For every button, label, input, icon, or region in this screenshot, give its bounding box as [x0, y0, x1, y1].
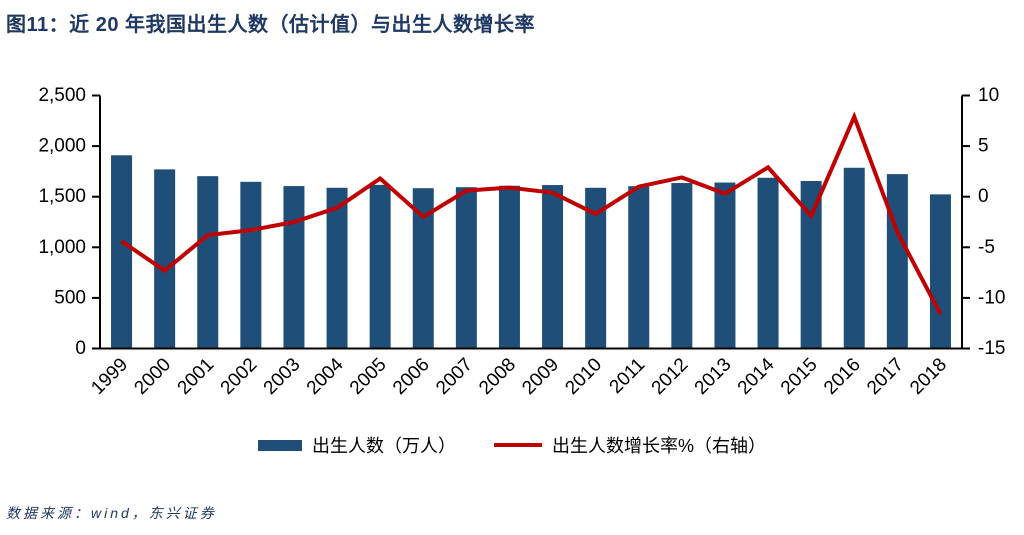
x-axis-label-2000: 2000 — [130, 354, 175, 399]
x-axis-label-2011: 2011 — [606, 354, 650, 398]
bar-2008 — [498, 185, 520, 349]
right-axis-label--5: -5 — [978, 237, 995, 258]
x-axis-label-2018: 2018 — [906, 354, 951, 399]
left-axis-label-1,500: 1,500 — [38, 186, 86, 207]
bar-2001 — [197, 176, 219, 349]
left-axis-label-1,000: 1,000 — [38, 237, 86, 258]
bar-2003 — [283, 186, 305, 349]
x-axis-label-2006: 2006 — [389, 354, 434, 399]
x-axis-label-2014: 2014 — [734, 354, 779, 399]
bar-2010 — [585, 187, 607, 349]
left-axis-label-0: 0 — [75, 338, 86, 359]
x-axis-label-2009: 2009 — [518, 354, 563, 399]
x-axis-label-2005: 2005 — [346, 354, 391, 399]
x-axis-label-2007: 2007 — [432, 354, 477, 399]
bar-2015 — [800, 181, 822, 349]
bar-2014 — [757, 177, 779, 349]
bar-2011 — [628, 186, 650, 349]
x-axis-label-2017: 2017 — [863, 354, 908, 399]
bar-1999 — [111, 155, 133, 349]
right-axis-label-0: 0 — [978, 186, 989, 207]
x-axis-label-2015: 2015 — [777, 354, 822, 399]
figure-title: 图11：近 20 年我国出生人数（估计值）与出生人数增长率 — [6, 14, 536, 36]
bar-2009 — [542, 185, 564, 349]
bar-2004 — [326, 187, 348, 349]
x-axis-label-2016: 2016 — [820, 354, 865, 399]
x-axis-label-2013: 2013 — [691, 354, 736, 399]
data-source-note: 数据来源：wind，东兴证券 — [6, 505, 217, 521]
line-series-swatch — [493, 443, 542, 447]
bar-2005 — [369, 184, 391, 349]
legend-label-growth-rate: 出生人数增长率%（右轴） — [551, 436, 767, 456]
right-axis-label--10: -10 — [978, 287, 1005, 308]
x-axis-label-2004: 2004 — [303, 354, 348, 399]
right-axis-label-5: 5 — [978, 136, 989, 157]
x-axis-label-2010: 2010 — [561, 354, 606, 399]
right-axis-label--15: -15 — [978, 338, 1005, 359]
right-axis-label-10: 10 — [978, 85, 999, 106]
left-axis-label-2,000: 2,000 — [38, 136, 86, 157]
bar-2013 — [714, 182, 736, 349]
x-axis-label-2008: 2008 — [475, 354, 520, 399]
bar-2007 — [455, 187, 477, 349]
legend-item-growth-rate: 出生人数增长率%（右轴） — [493, 432, 767, 458]
left-axis-label-2,500: 2,500 — [38, 85, 86, 106]
x-axis-label-2001: 2001 — [174, 354, 219, 399]
x-axis-label-2002: 2002 — [217, 354, 262, 399]
legend-item-births: 出生人数（万人） — [257, 432, 456, 458]
bar-series-swatch — [257, 439, 302, 451]
bar-2012 — [671, 183, 693, 349]
growth-rate-line — [120, 111, 943, 316]
bar-2017 — [886, 174, 908, 349]
x-axis-label-2003: 2003 — [260, 354, 305, 399]
chart-legend: 出生人数（万人） 出生人数增长率%（右轴） — [257, 432, 767, 458]
left-axis-label-500: 500 — [54, 287, 86, 308]
bar-2006 — [412, 188, 434, 349]
legend-label-births: 出生人数（万人） — [311, 436, 456, 456]
x-axis-label-2012: 2012 — [648, 354, 693, 399]
bar-2000 — [154, 169, 176, 349]
x-axis-label-1999: 1999 — [87, 354, 132, 399]
bar-2016 — [843, 167, 865, 349]
bar-2018 — [929, 194, 951, 349]
bar-2002 — [240, 181, 262, 349]
